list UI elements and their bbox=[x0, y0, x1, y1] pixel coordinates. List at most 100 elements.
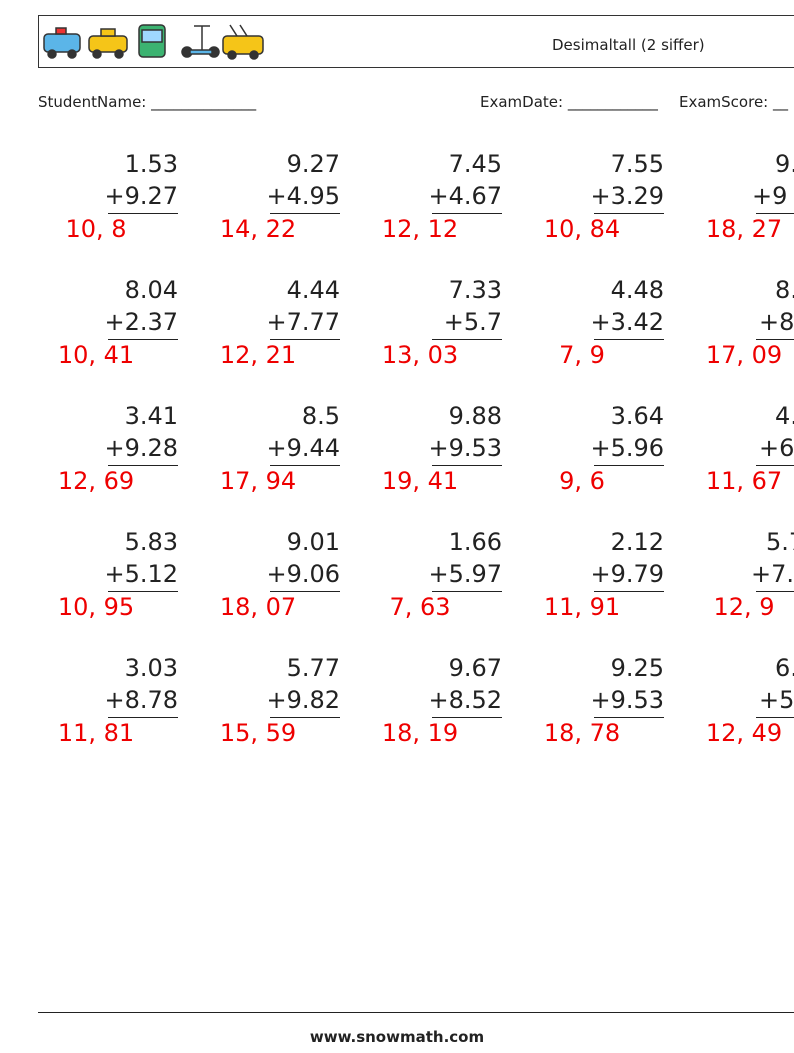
exam-score: ExamScore: __ bbox=[679, 93, 788, 111]
underline bbox=[756, 339, 794, 340]
addend: 2.12 bbox=[610, 528, 664, 556]
underline bbox=[108, 465, 178, 466]
underline bbox=[432, 339, 502, 340]
addend: 5.83 bbox=[124, 528, 178, 556]
addend: +9 bbox=[752, 182, 788, 210]
addend: +5.7 bbox=[443, 308, 502, 336]
addend: 8. bbox=[775, 276, 794, 304]
addend: +7.1 bbox=[751, 560, 794, 588]
underline bbox=[270, 591, 340, 592]
addend: +9.06 bbox=[266, 560, 340, 588]
answer: 19, 41 bbox=[381, 467, 459, 495]
underline bbox=[108, 591, 178, 592]
addend: 5.7 bbox=[766, 528, 794, 556]
addend: 9.01 bbox=[286, 528, 340, 556]
underline bbox=[270, 717, 340, 718]
vehicle-icons bbox=[43, 24, 264, 60]
answer: 7, 9 bbox=[559, 341, 605, 369]
addend: +2.37 bbox=[104, 308, 178, 336]
addend: +9.82 bbox=[266, 686, 340, 714]
addend: 5.77 bbox=[286, 654, 340, 682]
addend: +3.29 bbox=[590, 182, 664, 210]
underline bbox=[432, 213, 502, 214]
answer: 12, 21 bbox=[219, 341, 297, 369]
answer: 12, 12 bbox=[381, 215, 459, 243]
addend: +7.77 bbox=[266, 308, 340, 336]
addend: 4.44 bbox=[286, 276, 340, 304]
addend: +9.53 bbox=[590, 686, 664, 714]
underline bbox=[108, 339, 178, 340]
answer: 11, 67 bbox=[705, 467, 783, 495]
underline bbox=[756, 465, 794, 466]
addend: +9.53 bbox=[428, 434, 502, 462]
answer: 18, 07 bbox=[219, 593, 297, 621]
addend: 9. bbox=[775, 150, 794, 178]
addend: 9.25 bbox=[610, 654, 664, 682]
addend: +8.78 bbox=[104, 686, 178, 714]
addend: +9.28 bbox=[104, 434, 178, 462]
addend: +8. bbox=[759, 308, 794, 336]
answer: 17, 94 bbox=[219, 467, 297, 495]
title: Desimaltall (2 siffer) bbox=[552, 36, 705, 54]
underline bbox=[270, 339, 340, 340]
addend: +9.44 bbox=[266, 434, 340, 462]
underline bbox=[270, 465, 340, 466]
addend: +5.12 bbox=[104, 560, 178, 588]
addend: 7.33 bbox=[448, 276, 502, 304]
underline bbox=[594, 213, 664, 214]
answer: 11, 81 bbox=[57, 719, 135, 747]
addend: +4.67 bbox=[428, 182, 502, 210]
addend: 3.03 bbox=[124, 654, 178, 682]
underline bbox=[594, 717, 664, 718]
answer: 18, 27 bbox=[705, 215, 783, 243]
addend: +9.79 bbox=[590, 560, 664, 588]
addend: 6. bbox=[775, 654, 794, 682]
addend: 7.45 bbox=[448, 150, 502, 178]
answer: 10, 95 bbox=[57, 593, 135, 621]
underline bbox=[756, 213, 794, 214]
student-name: StudentName: ______________ bbox=[38, 93, 257, 111]
header-box bbox=[38, 15, 794, 68]
answer: 17, 09 bbox=[705, 341, 783, 369]
answer: 12, 49 bbox=[705, 719, 783, 747]
underline bbox=[108, 717, 178, 718]
addend: 9.88 bbox=[448, 402, 502, 430]
addend: +9.27 bbox=[104, 182, 178, 210]
addend: +6. bbox=[759, 434, 794, 462]
footer-line bbox=[38, 1012, 794, 1013]
addend: +8.52 bbox=[428, 686, 502, 714]
addend: 7.55 bbox=[610, 150, 664, 178]
underline bbox=[432, 591, 502, 592]
underline bbox=[594, 465, 664, 466]
addend: 1.66 bbox=[448, 528, 502, 556]
answer: 18, 19 bbox=[381, 719, 459, 747]
addend: 4.48 bbox=[610, 276, 664, 304]
answer: 11, 91 bbox=[543, 593, 621, 621]
answer: 18, 78 bbox=[543, 719, 621, 747]
addend: +5. bbox=[759, 686, 794, 714]
answer: 10, 8 bbox=[65, 215, 127, 243]
addend: 9.27 bbox=[286, 150, 340, 178]
answer: 9, 6 bbox=[559, 467, 605, 495]
underline bbox=[432, 717, 502, 718]
addend: +4.95 bbox=[266, 182, 340, 210]
addend: 4. bbox=[775, 402, 794, 430]
answer: 10, 84 bbox=[543, 215, 621, 243]
answer: 12, 69 bbox=[57, 467, 135, 495]
addend: 9.67 bbox=[448, 654, 502, 682]
answer: 15, 59 bbox=[219, 719, 297, 747]
underline bbox=[594, 339, 664, 340]
footer-url: www.snowmath.com bbox=[309, 1028, 485, 1046]
underline bbox=[756, 591, 794, 592]
addend: +3.42 bbox=[590, 308, 664, 336]
addend: 1.53 bbox=[124, 150, 178, 178]
underline bbox=[756, 717, 794, 718]
underline bbox=[108, 213, 178, 214]
underline bbox=[270, 213, 340, 214]
answer: 10, 41 bbox=[57, 341, 135, 369]
addend: 8.5 bbox=[301, 402, 340, 430]
exam-date: ExamDate: ____________ bbox=[480, 93, 658, 111]
answer: 7, 63 bbox=[389, 593, 451, 621]
